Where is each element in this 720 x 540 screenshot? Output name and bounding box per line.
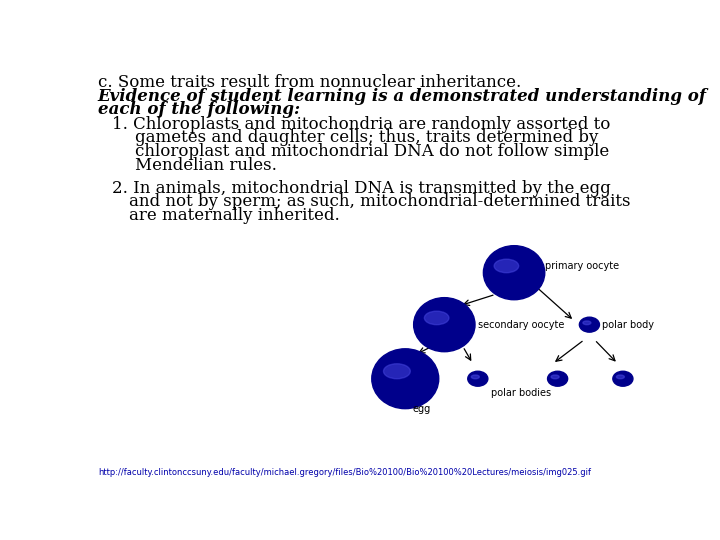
Ellipse shape: [551, 375, 559, 379]
Text: Evidence of student learning is a demonstrated understanding of: Evidence of student learning is a demons…: [98, 87, 707, 105]
Text: chloroplast and mitochondrial DNA do not follow simple: chloroplast and mitochondrial DNA do not…: [135, 143, 609, 160]
Text: http://faculty.clintonccsuny.edu/faculty/michael.gregory/files/Bio%20100/Bio%201: http://faculty.clintonccsuny.edu/faculty…: [98, 468, 591, 477]
Text: 2. In animals, mitochondrial DNA is transmitted by the egg: 2. In animals, mitochondrial DNA is tran…: [112, 180, 611, 197]
Ellipse shape: [483, 246, 545, 300]
Text: polar bodies: polar bodies: [490, 388, 551, 399]
Text: gametes and daughter cells; thus, traits determined by: gametes and daughter cells; thus, traits…: [135, 129, 598, 146]
Text: primary oocyte: primary oocyte: [545, 261, 619, 272]
Text: Mendelian rules.: Mendelian rules.: [135, 157, 276, 174]
Text: secondary oocyte: secondary oocyte: [478, 320, 564, 330]
Ellipse shape: [413, 298, 475, 352]
Ellipse shape: [494, 259, 518, 273]
Ellipse shape: [384, 364, 410, 379]
Text: each of the following:: each of the following:: [98, 102, 300, 118]
Text: and not by sperm; as such, mitochondrial-determined traits: and not by sperm; as such, mitochondrial…: [129, 193, 631, 210]
Ellipse shape: [424, 311, 449, 325]
Text: c. Some traits result from nonnuclear inheritance.: c. Some traits result from nonnuclear in…: [98, 74, 521, 91]
Ellipse shape: [580, 317, 600, 332]
Text: are maternally inherited.: are maternally inherited.: [129, 207, 340, 224]
Text: polar body: polar body: [602, 320, 654, 330]
Ellipse shape: [616, 375, 624, 379]
Text: egg: egg: [413, 404, 431, 414]
Ellipse shape: [583, 321, 591, 325]
Ellipse shape: [468, 371, 488, 386]
Ellipse shape: [548, 371, 567, 386]
Ellipse shape: [613, 371, 633, 386]
Text: 1. Chloroplasts and mitochondria are randomly assorted to: 1. Chloroplasts and mitochondria are ran…: [112, 116, 611, 132]
Ellipse shape: [472, 375, 480, 379]
Ellipse shape: [372, 349, 438, 409]
